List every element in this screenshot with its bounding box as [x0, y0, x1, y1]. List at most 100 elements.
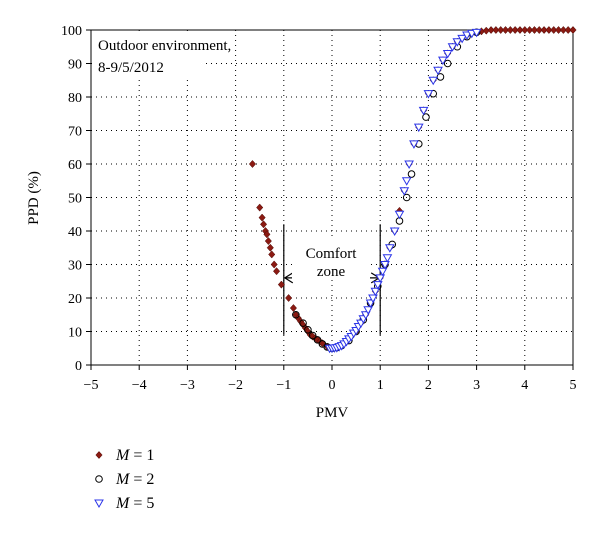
- data-point: [555, 26, 563, 34]
- comfort-label-box: [292, 240, 370, 280]
- y-tick-label: 80: [68, 91, 82, 106]
- y-tick-label: 40: [68, 225, 82, 240]
- series-m1: [248, 26, 577, 353]
- data-point: [462, 31, 472, 41]
- data-point: [550, 26, 558, 34]
- comfort-label-line2: zone: [317, 264, 346, 280]
- data-point: [370, 287, 381, 297]
- y-tick-labels: 0 10 20 30 40 50 60 70 80 90 100: [61, 24, 82, 374]
- data-point: [526, 26, 534, 34]
- y-tick-label: 0: [75, 359, 82, 374]
- data-point: [285, 294, 293, 302]
- x-tick-label: 3: [473, 378, 480, 393]
- grid-lines: [91, 30, 573, 365]
- x-tick-label: 1: [377, 378, 384, 393]
- data-point: [530, 26, 538, 34]
- data-point: [569, 26, 577, 34]
- comfort-arrow-left-head: [283, 272, 294, 284]
- site-annotation-line2: 8-9/5/2012: [98, 60, 164, 76]
- data-point: [304, 326, 312, 334]
- data-point: [409, 140, 419, 149]
- y-tick-label: 20: [68, 292, 82, 307]
- x-tick-label: 4: [521, 378, 528, 393]
- legend-label: M = 2: [115, 471, 154, 488]
- data-point: [442, 49, 453, 59]
- data-point: [428, 76, 439, 86]
- data-point: [471, 28, 482, 38]
- data-point: [248, 160, 257, 168]
- x-tick-label: 2: [425, 378, 432, 393]
- x-tick-label: 0: [329, 378, 336, 393]
- legend-marker: [95, 451, 103, 459]
- data-point: [447, 43, 458, 52]
- data-point: [273, 267, 281, 276]
- x-tick-label: −2: [228, 378, 243, 393]
- data-point: [443, 59, 452, 68]
- x-tick-label: −5: [84, 378, 99, 393]
- data-point: [368, 294, 378, 304]
- legend-marker: [95, 475, 103, 483]
- legend: M = 1 M = 2 M = 5: [94, 447, 154, 512]
- annotation-box: [94, 32, 204, 78]
- x-tick-label: −4: [132, 378, 147, 393]
- data-point: [256, 203, 264, 212]
- y-tick-label: 70: [68, 125, 82, 140]
- y-tick-label: 10: [68, 326, 82, 341]
- data-point: [372, 281, 383, 290]
- data-point: [516, 26, 524, 34]
- x-tick-label: −1: [276, 378, 291, 393]
- y-tick-label: 90: [68, 58, 82, 73]
- data-point: [545, 26, 553, 34]
- data-point: [506, 26, 514, 34]
- data-point: [422, 113, 430, 121]
- data-point: [260, 220, 268, 229]
- data-point: [404, 160, 414, 170]
- data-point: [564, 26, 572, 34]
- legend-label: M = 1: [115, 447, 154, 464]
- x-tick-labels: −5 −4 −3 −2 −1 0 1 2 3 4 5: [84, 378, 577, 393]
- data-point: [308, 331, 317, 340]
- data-point: [375, 274, 386, 283]
- data-point: [270, 260, 278, 269]
- data-point: [457, 34, 468, 44]
- data-point: [413, 123, 424, 133]
- y-tick-label: 50: [68, 192, 82, 207]
- x-axis-title: PMV: [316, 405, 349, 421]
- data-point: [266, 243, 274, 252]
- data-point: [535, 26, 543, 34]
- y-tick-label: 30: [68, 259, 82, 274]
- legend-label: M = 5: [115, 495, 154, 512]
- data-point: [521, 26, 529, 34]
- site-annotation-line1: Outdoor environment,: [98, 38, 231, 54]
- data-point: [382, 254, 393, 263]
- data-point: [380, 261, 390, 270]
- data-point: [423, 90, 434, 99]
- data-point: [299, 319, 307, 327]
- axis-ticks: [86, 29, 574, 370]
- y-tick-label: 100: [61, 24, 82, 39]
- data-point: [401, 177, 412, 186]
- data-point: [384, 244, 395, 253]
- data-point: [377, 267, 388, 277]
- data-point: [452, 38, 463, 47]
- data-point: [487, 26, 495, 34]
- series-m5: [324, 28, 482, 354]
- legend-marker: [94, 499, 104, 509]
- data-point: [289, 304, 297, 313]
- y-axis-title: PPD (%): [26, 171, 42, 225]
- data-point: [268, 250, 276, 259]
- series-m2: [292, 28, 481, 353]
- data-point: [263, 230, 271, 239]
- data-point: [389, 227, 400, 237]
- data-point: [394, 210, 405, 220]
- data-point: [559, 26, 567, 34]
- data-point: [264, 237, 272, 246]
- y-tick-label: 60: [68, 158, 82, 173]
- x-tick-label: 5: [570, 378, 577, 393]
- data-point: [399, 187, 410, 196]
- data-point: [540, 26, 548, 34]
- data-point: [258, 213, 266, 222]
- data-point: [437, 56, 448, 66]
- data-point: [492, 26, 500, 34]
